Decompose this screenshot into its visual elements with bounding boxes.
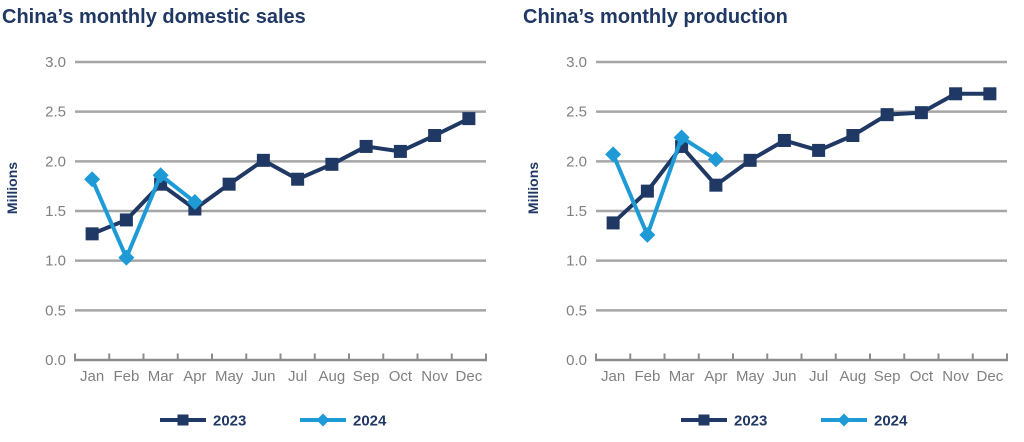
series-line-2023 <box>611 91 990 225</box>
x-tick-label: Jan <box>601 368 625 385</box>
y-tick-label: 1.5 <box>566 203 587 220</box>
marker-square-2023 <box>462 112 476 126</box>
marker-diamond-2024 <box>186 194 203 211</box>
x-tick-label: Feb <box>634 368 660 385</box>
y-tick-label: 1.0 <box>45 253 66 270</box>
y-tick-label: 2.0 <box>45 153 66 170</box>
domestic-sales-chart-canvas: China’s monthly domestic sales Millions … <box>2 6 487 430</box>
y-axis-title: Millions <box>525 162 541 214</box>
marker-square-2023 <box>949 87 963 101</box>
x-tick-label: Aug <box>319 368 346 385</box>
series-line-2024 <box>90 173 197 260</box>
x-tick-label: Mar <box>148 368 174 385</box>
legend-marker-square <box>698 414 710 426</box>
legend-label: 2024 <box>874 413 908 430</box>
marker-square-2023 <box>640 184 654 198</box>
marker-diamond-2024 <box>639 226 656 243</box>
x-tick-label: Mar <box>669 368 695 385</box>
marker-diamond-2024 <box>152 167 169 184</box>
y-tick-label: 0.5 <box>566 302 587 319</box>
marker-square-2023 <box>846 129 860 143</box>
y-tick-label: 0.5 <box>45 302 66 319</box>
marker-square-2023 <box>85 227 99 241</box>
x-tick-label: Jun <box>772 368 796 385</box>
marker-square-2023 <box>325 157 339 171</box>
x-tick-label: Jun <box>251 368 275 385</box>
marker-square-2023 <box>119 213 133 227</box>
y-tick-label: 0.0 <box>566 352 587 369</box>
chart-title: China’s monthly production <box>523 6 788 28</box>
legend-marker-diamond <box>837 413 851 427</box>
x-tick-label: Jul <box>809 368 828 385</box>
marker-square-2023 <box>880 108 894 122</box>
marker-diamond-2024 <box>707 151 724 168</box>
x-tick-label: Jul <box>288 368 307 385</box>
y-tick-label: 2.0 <box>566 153 587 170</box>
x-tick-label: Dec <box>456 368 483 385</box>
marker-square-2023 <box>812 143 826 157</box>
legend-label: 2024 <box>353 413 387 430</box>
y-tick-label: 2.5 <box>45 104 66 121</box>
marker-square-2023 <box>606 216 620 230</box>
x-tick-label: Aug <box>840 368 867 385</box>
y-tick-label: 3.0 <box>45 54 66 71</box>
x-tick-label: Oct <box>389 368 413 385</box>
legend-label: 2023 <box>734 413 767 430</box>
marker-square-2023 <box>983 87 997 101</box>
marker-square-2023 <box>393 144 407 158</box>
legend-marker-diamond <box>316 413 330 427</box>
marker-diamond-2024 <box>673 129 690 146</box>
x-tick-label: Nov <box>421 368 448 385</box>
x-tick-label: Apr <box>704 368 727 385</box>
legend-label: 2023 <box>213 413 246 430</box>
x-tick-label: May <box>736 368 765 385</box>
marker-square-2023 <box>743 153 757 167</box>
chart-title: China’s monthly domestic sales <box>2 6 306 28</box>
marker-square-2023 <box>291 172 305 186</box>
y-tick-label: 3.0 <box>566 54 587 71</box>
chart-domestic-sales: China’s monthly domestic sales Millions … <box>2 6 487 430</box>
x-tick-label: Sep <box>353 368 380 385</box>
marker-square-2023 <box>914 106 928 120</box>
legend-marker-square <box>177 414 189 426</box>
marker-square-2023 <box>777 133 791 147</box>
x-tick-label: Jan <box>80 368 104 385</box>
x-tick-label: Feb <box>113 368 139 385</box>
y-axis-title: Millions <box>4 162 20 214</box>
x-tick-label: Oct <box>910 368 934 385</box>
marker-square-2023 <box>359 139 373 153</box>
marker-diamond-2024 <box>605 146 622 163</box>
x-tick-label: May <box>215 368 244 385</box>
marker-diamond-2024 <box>84 171 101 188</box>
x-tick-label: Dec <box>977 368 1004 385</box>
y-tick-label: 2.5 <box>566 104 587 121</box>
marker-diamond-2024 <box>118 249 135 266</box>
chart-production: China’s monthly production Millions 0.0 0… <box>512 0 1024 442</box>
x-tick-label: Apr <box>183 368 206 385</box>
marker-square-2023 <box>428 129 442 143</box>
y-tick-label: 0.0 <box>45 352 66 369</box>
y-tick-label: 1.5 <box>45 203 66 220</box>
series-line-2024 <box>611 135 717 237</box>
marker-square-2023 <box>256 153 270 167</box>
marker-square-2023 <box>709 178 723 192</box>
series-line-2023 <box>91 116 470 236</box>
production-chart-canvas: China’s monthly production Millions 0.00… <box>523 6 1008 430</box>
x-tick-label: Nov <box>942 368 969 385</box>
x-tick-label: Sep <box>874 368 901 385</box>
plot-area: 0.0 0.5 1.0 1.5 2.0 2.5 3.0 Jan Feb Mar Apr May Jun J… <box>566 54 1008 430</box>
plot-area: 0.0 0.5 1.0 1.5 2.0 2.5 3.0 Jan Feb Mar Apr May Jun J… <box>45 54 487 430</box>
y-tick-label: 1.0 <box>566 253 587 270</box>
marker-square-2023 <box>222 177 236 191</box>
